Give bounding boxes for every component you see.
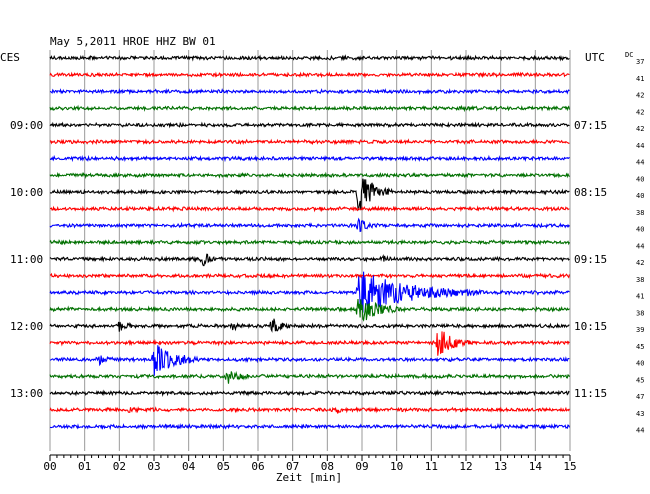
dc-value: 42 [636,259,644,267]
hour-label-right: 11:15 [574,387,607,400]
x-tick-label: 04 [182,460,196,473]
trace-line-16 [49,299,570,322]
x-tick-label: 07 [286,460,299,473]
dc-value: 42 [636,108,644,116]
row-labels: 09:00 07:15 10:00 08:15 11:00 09:15 12:00 10:15… [10,58,644,435]
dc-value: 40 [636,175,644,183]
hour-label-right: 09:15 [574,253,607,266]
x-axis: 00 01 02 03 04 05 06 07 08 09 10 11 12 13 14 15 [43,454,577,473]
dc-value: 44 [636,159,644,167]
dc-value: 47 [636,393,644,401]
trace-line-2 [49,71,570,79]
hour-label-right: 08:15 [574,186,607,199]
dc-value: 43 [636,410,644,418]
dc-value: 40 [636,192,644,200]
dc-value: 37 [636,58,644,66]
right-timezone-label: UTC [585,51,605,64]
trace-line-8 [49,171,570,180]
trace-line-18 [49,331,570,356]
trace-line-15 [49,271,570,313]
dc-label: DC [625,51,633,59]
trace-line-19 [49,345,570,376]
x-tick-label: 15 [563,460,576,473]
hour-label-left: 10:00 [10,186,43,199]
trace-line-23 [49,422,570,431]
trace-line-10 [49,205,570,213]
trace-line-21 [49,389,570,398]
trace-line-5 [49,121,570,129]
dc-value: 44 [636,142,644,150]
trace-line-17 [49,318,570,333]
dc-value: 38 [636,209,644,217]
trace-line-6 [49,138,570,146]
chart-title: May 5,2011 HROE HHZ BW 01 [50,35,216,48]
dc-value: 41 [636,293,644,301]
x-tick-label: 13 [494,460,507,473]
x-tick-label: 05 [217,460,230,473]
hour-label-right: 10:15 [574,320,607,333]
dc-value: 40 [636,360,644,368]
dc-value: 45 [636,343,644,351]
dc-value: 44 [636,242,644,250]
trace-line-20 [49,370,570,384]
hour-label-right: 07:15 [574,119,607,132]
trace-line-1 [49,54,570,62]
x-tick-label: 10 [390,460,403,473]
dc-value: 41 [636,75,644,83]
x-tick-label: 11 [425,460,438,473]
trace-line-3 [49,87,570,96]
trace-line-12 [49,238,570,246]
hour-label-left: 11:00 [10,253,43,266]
dc-value: 44 [636,427,644,435]
x-tick-label: 14 [529,460,543,473]
dc-value: 42 [636,125,644,133]
dc-value: 40 [636,226,644,234]
trace-line-11 [49,217,570,233]
x-tick-label: 09 [355,460,368,473]
dc-value: 45 [636,376,644,384]
x-tick-label: 06 [251,460,264,473]
dc-value: 38 [636,276,644,284]
trace-group [49,54,570,431]
hour-label-left: 09:00 [10,119,43,132]
left-timezone-label: CES [0,51,20,64]
x-tick-label: 00 [43,460,56,473]
x-tick-label: 03 [147,460,160,473]
trace-line-13 [49,253,570,267]
minute-grid [49,50,571,451]
hour-label-left: 13:00 [10,387,43,400]
trace-line-4 [49,104,570,113]
trace-line-14 [49,272,570,280]
dc-value: 38 [636,309,644,317]
trace-line-22 [49,406,570,414]
dc-value: 42 [636,92,644,100]
x-tick-label: 08 [321,460,334,473]
dc-value: 39 [636,326,644,334]
x-tick-label: 02 [113,460,126,473]
trace-line-7 [49,154,570,163]
x-tick-label: 01 [78,460,91,473]
trace-line-9 [49,178,570,211]
x-tick-label: 12 [459,460,472,473]
x-axis-label: Zeit [min] [276,471,342,484]
hour-label-left: 12:00 [10,320,43,333]
